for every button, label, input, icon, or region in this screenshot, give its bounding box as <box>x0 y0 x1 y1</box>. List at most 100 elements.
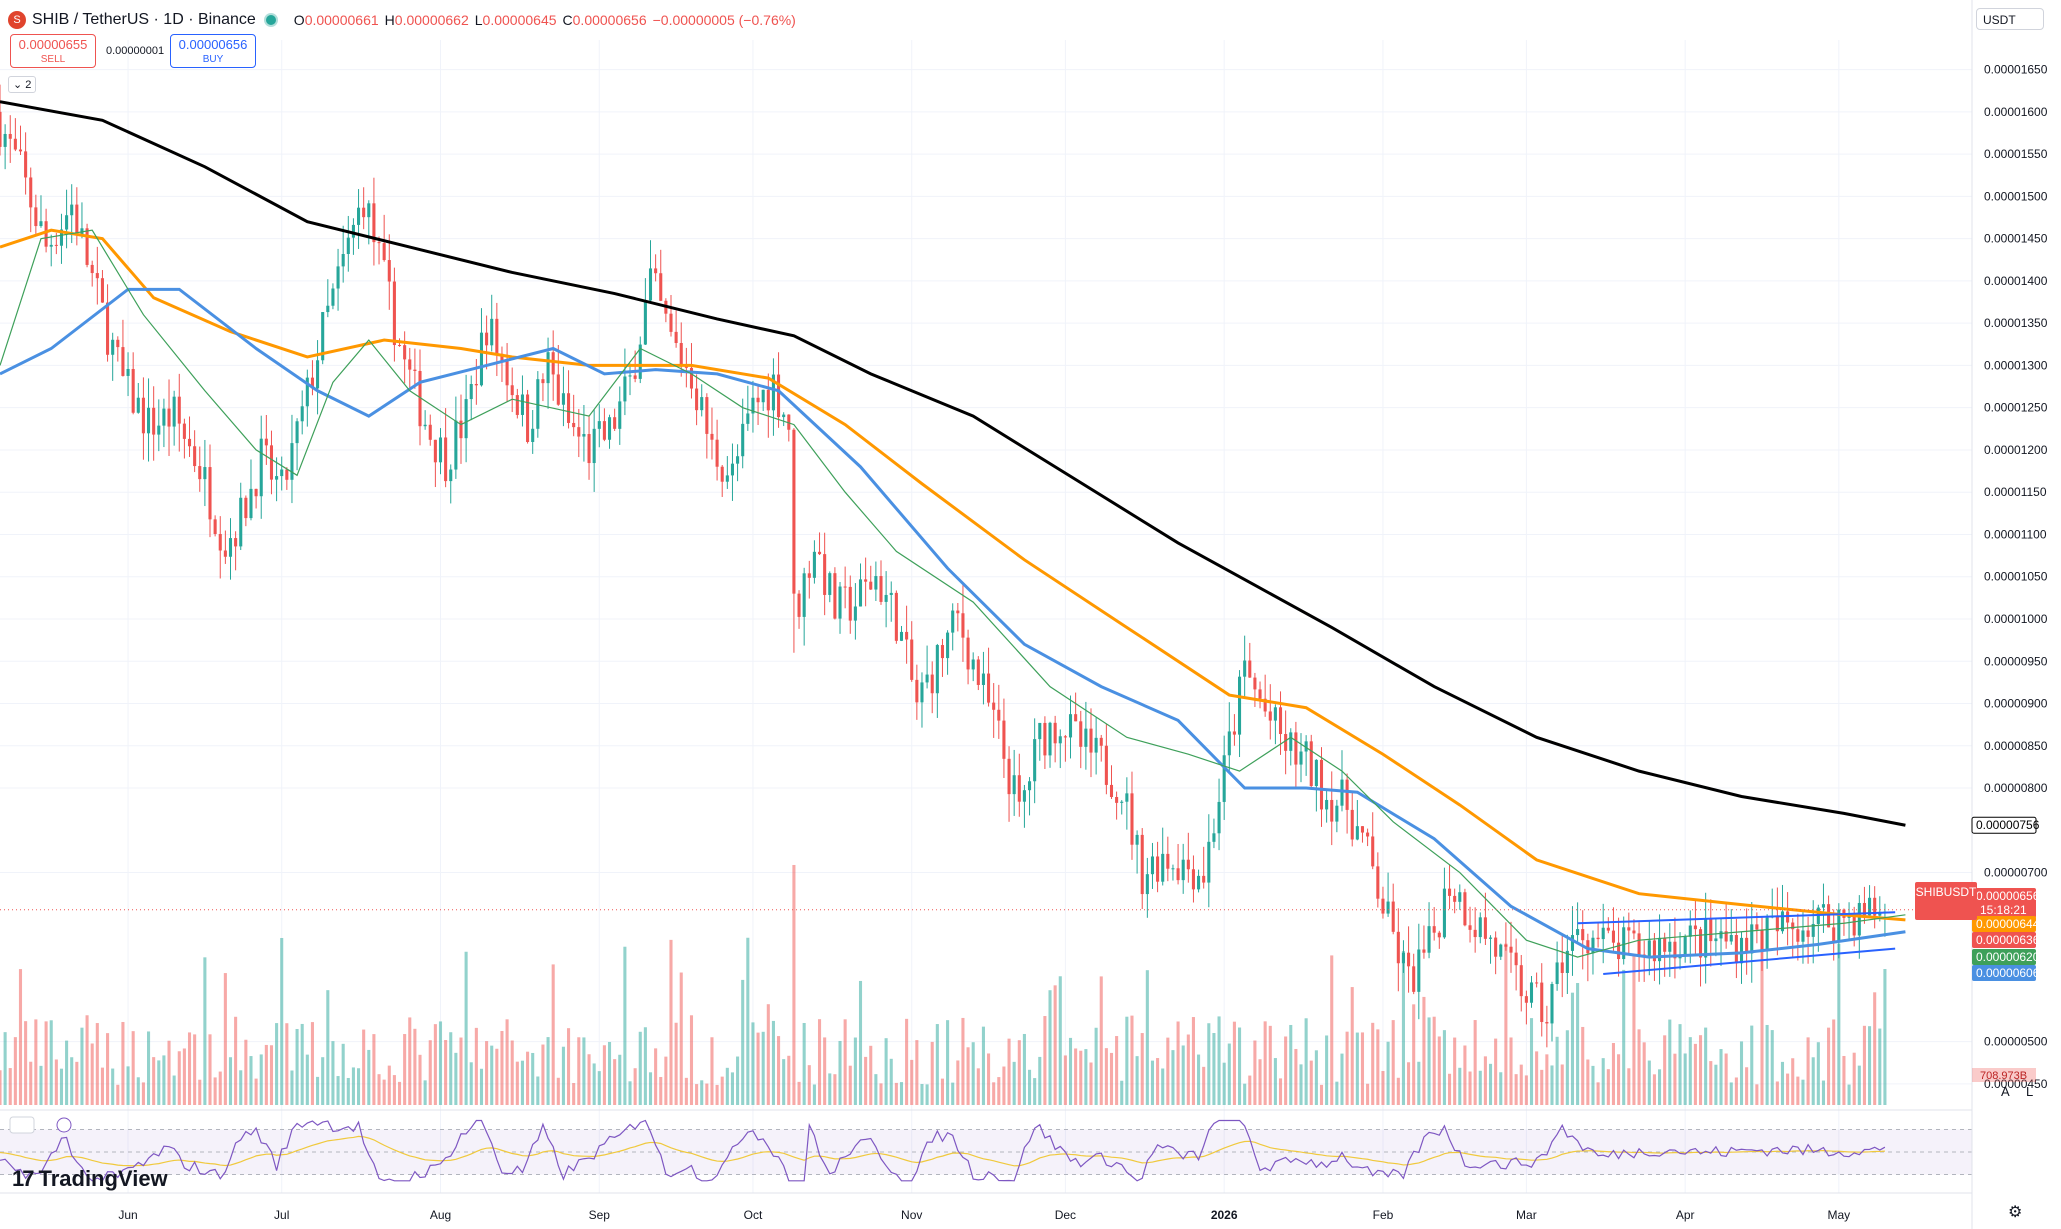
candle-body <box>700 397 704 411</box>
volume-bar <box>80 1027 84 1105</box>
candle-body <box>1704 918 1708 958</box>
candle-body <box>807 573 811 578</box>
candle-body <box>607 417 612 440</box>
volume-bar <box>1796 1076 1800 1105</box>
candle-body <box>1473 929 1477 938</box>
volume-bar <box>858 980 863 1105</box>
volume-bar <box>817 1019 822 1105</box>
sell-price: 0.00000655 <box>18 37 88 52</box>
candle-body <box>275 476 279 480</box>
candle-body <box>874 576 878 590</box>
candle-body <box>756 397 760 403</box>
volume-bar <box>106 1033 110 1105</box>
price-tick-label: 0.00000500 <box>1984 1035 2048 1049</box>
volume-bar <box>24 1021 28 1105</box>
candle-body <box>1529 982 1534 1003</box>
volume-bar <box>1437 1036 1441 1105</box>
auto-scale-button[interactable]: A <box>2001 1084 2010 1099</box>
volume-bar <box>689 1015 694 1105</box>
sell-label: SELL <box>40 54 66 65</box>
price-axis[interactable]: 0.00001650 0.00001600 0.00001550 0.00001500… <box>1971 0 2061 1229</box>
volume-bar <box>1565 1030 1569 1105</box>
volume-bar <box>823 1037 827 1105</box>
volume-bar <box>679 972 683 1105</box>
volume-bar <box>1366 1083 1370 1105</box>
rsi-settings-icon <box>56 1117 72 1133</box>
settings-gear-icon[interactable]: ⚙ <box>2008 1204 2023 1221</box>
candle-body <box>1330 799 1334 822</box>
price-tick-label: 0.00001100 <box>1984 527 2047 541</box>
symbol-title[interactable]: SHIB / TetherUS · 1D · Binance <box>32 11 256 28</box>
volume-bar <box>700 1080 704 1105</box>
volume-bar <box>1494 1038 1498 1105</box>
candle-body <box>1555 962 1559 985</box>
candle-body <box>572 422 576 428</box>
candle-body <box>413 369 417 371</box>
currency-selector[interactable]: USDT <box>1976 8 2044 30</box>
candle-body <box>459 420 463 439</box>
volume-bar <box>95 1023 99 1105</box>
volume-bar <box>1248 1075 1252 1105</box>
volume-bar <box>613 1059 617 1105</box>
time-tick-label: Apr <box>1676 1208 1695 1222</box>
candle-body <box>100 278 104 303</box>
candle-body <box>1007 758 1011 795</box>
candle-body <box>1437 932 1441 938</box>
candle-body <box>1068 714 1073 738</box>
rsi-line <box>0 1119 1886 1182</box>
volume-bar <box>1396 1077 1400 1105</box>
candle-body <box>152 407 156 435</box>
candle-body <box>674 331 678 344</box>
ohlc-open-value: 0.00000661 <box>304 12 379 28</box>
candle-body <box>24 151 28 178</box>
volume-bar <box>1166 1037 1170 1105</box>
volume-bar <box>628 1081 632 1105</box>
volume-bar <box>951 1082 955 1105</box>
time-tick-label: Nov <box>901 1208 922 1222</box>
candle-body <box>884 594 888 602</box>
volume-bar <box>894 1082 898 1105</box>
volume-bar <box>602 1045 606 1105</box>
candle-body <box>1109 784 1114 798</box>
buy-button[interactable]: 0.00000656 BUY <box>170 34 256 68</box>
candle-body <box>1734 934 1738 964</box>
volume-bar <box>85 1015 89 1105</box>
volume-bar <box>997 1077 1001 1105</box>
candle-body <box>1053 722 1057 744</box>
volume-bar <box>387 1065 391 1105</box>
indicator-collapse-button[interactable]: ⌄ 2 <box>8 76 37 93</box>
volume-bar <box>751 1022 755 1105</box>
price-tick-label: 0.00001550 <box>1984 147 2048 161</box>
candle-body <box>910 639 914 680</box>
tradingview-logo[interactable]: 17 TradingView <box>12 1166 168 1192</box>
log-scale-button[interactable]: L <box>2026 1084 2034 1099</box>
sell-button[interactable]: 0.00000655 SELL <box>10 34 96 68</box>
candle-body <box>203 467 207 480</box>
volume-bar <box>70 1057 74 1105</box>
candle-body <box>218 534 222 551</box>
volume-bar <box>39 1065 43 1105</box>
candle-body <box>500 353 504 362</box>
time-axis[interactable]: Jun Jul Aug Sep Oct Nov Dec 2026 Feb Mar Apr May <box>0 1192 1972 1222</box>
volume-bar <box>172 1075 176 1105</box>
volume-bar <box>1627 1068 1631 1105</box>
candle-body <box>321 312 325 361</box>
candle-body <box>85 228 89 265</box>
volume-bar <box>946 1020 950 1105</box>
candle-body <box>915 679 919 703</box>
candle-body <box>1191 869 1195 890</box>
candle-body <box>372 203 376 243</box>
volume-bar <box>889 1058 893 1105</box>
candle-body <box>34 207 38 227</box>
candle-body <box>295 421 299 444</box>
trendlines[interactable] <box>1577 911 1896 975</box>
candle-body <box>305 377 309 407</box>
candle-body <box>1832 927 1836 942</box>
volume-bar <box>864 1056 868 1105</box>
candle-body <box>1576 929 1580 936</box>
volume-bar <box>208 1034 212 1105</box>
candle-body <box>531 428 535 442</box>
candle-body <box>1427 926 1431 953</box>
volume-bar <box>1724 1053 1728 1105</box>
